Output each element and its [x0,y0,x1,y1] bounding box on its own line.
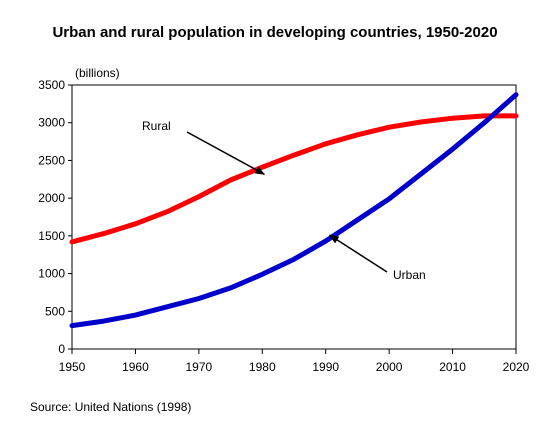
y-tick-label: 2000 [38,191,65,205]
x-tick-label: 2020 [503,360,530,374]
annotation-urban-label: Urban [393,268,426,282]
y-tick-label: 1000 [38,267,65,281]
source-note: Source: United Nations (1998) [30,400,191,414]
x-tick-label: 1970 [186,360,213,374]
y-tick-label: 500 [45,304,65,318]
x-tick-label: 1950 [59,360,86,374]
x-tick-label: 2010 [439,360,466,374]
chart-title: Urban and rural population in developing… [52,24,497,41]
annotation-urban-arrow [328,234,388,273]
annotation-rural-arrow [186,131,266,175]
series-line-urban [69,92,519,329]
y-tick-label: 3000 [38,116,65,130]
plot-frame [71,84,517,350]
x-tick-label: 1980 [249,360,276,374]
y-tick-label: 2500 [38,153,65,167]
series-line-rural [69,113,519,245]
y-axis-unit-label: (billions) [75,66,120,80]
annotation-rural-label: Rural [142,119,171,133]
x-tick-label: 1960 [122,360,149,374]
y-tick-label: 3500 [38,78,65,92]
y-tick-label: 0 [58,342,65,356]
y-tick-label: 1500 [38,229,65,243]
x-tick-label: 2000 [376,360,403,374]
x-tick-label: 1990 [312,360,339,374]
